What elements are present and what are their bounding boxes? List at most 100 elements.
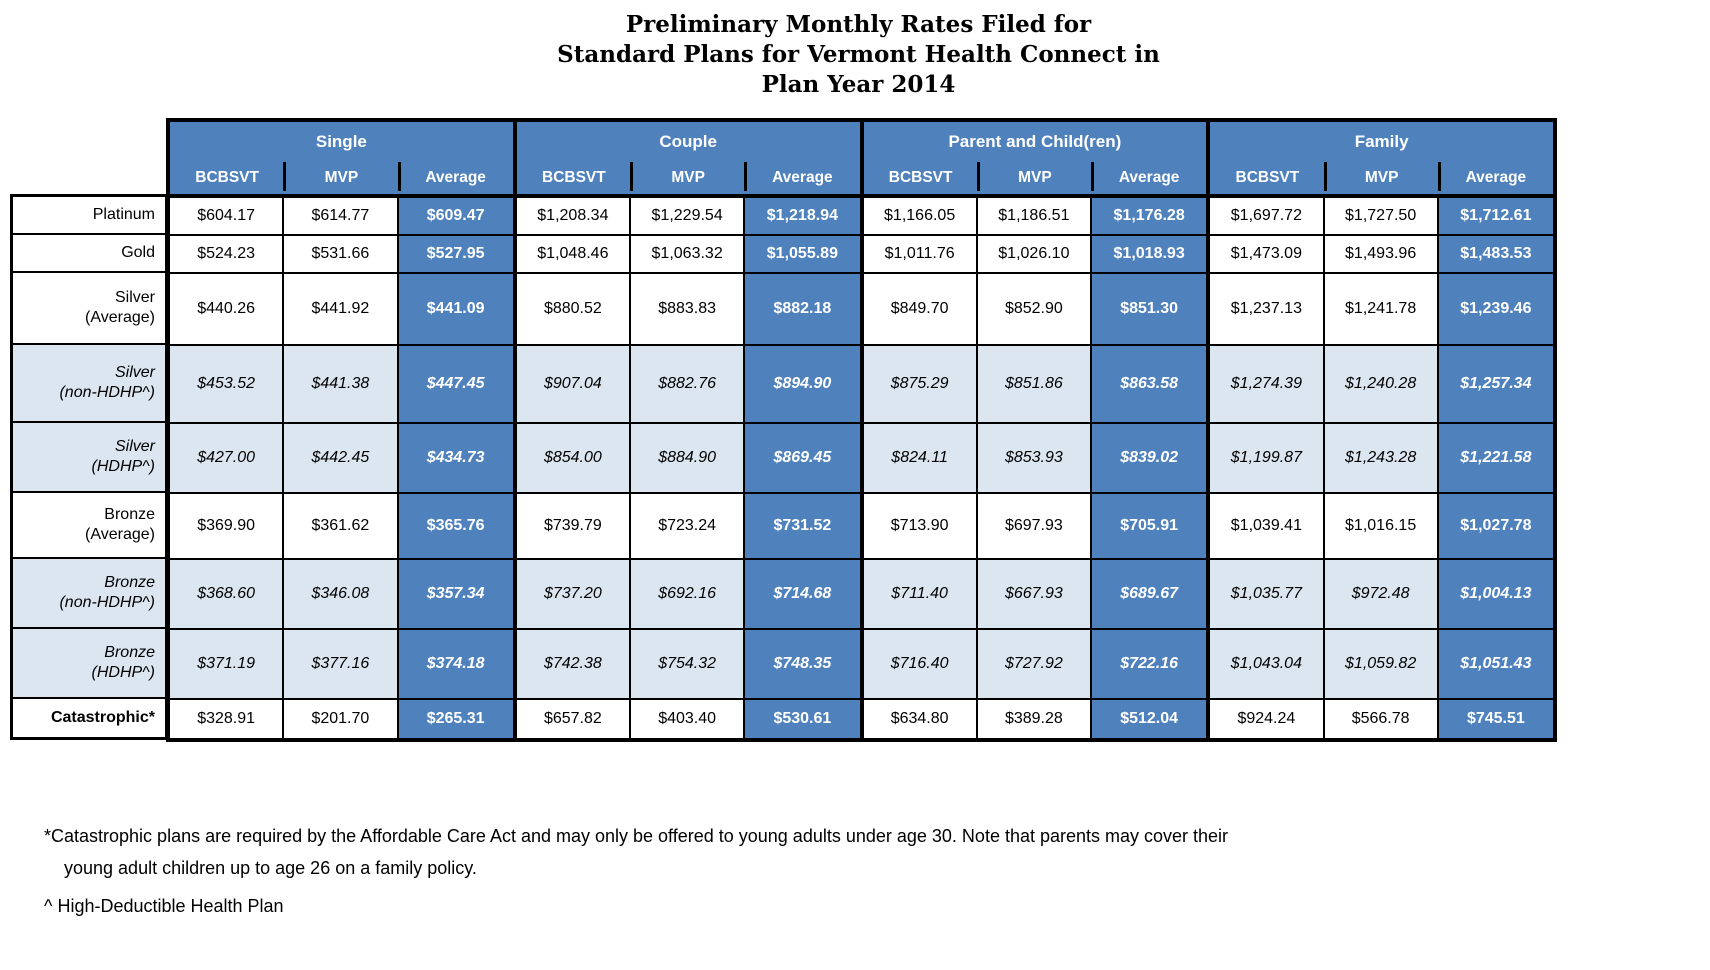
subheader-mvp: MVP xyxy=(976,162,1092,198)
rate-cell: $851.86 xyxy=(977,346,1092,424)
rate-cell: $716.40 xyxy=(863,630,978,700)
subheader-average: Average xyxy=(1437,162,1553,198)
rate-cell: $389.28 xyxy=(977,700,1092,738)
subheader-bcbsvt: BCBSVT xyxy=(170,162,285,198)
rate-cell: $368.60 xyxy=(170,560,285,630)
rate-cell: $1,727.50 xyxy=(1324,198,1439,236)
rate-cell: $854.00 xyxy=(516,424,631,494)
rate-cell: $1,240.28 xyxy=(1324,346,1439,424)
rate-cell: $754.32 xyxy=(631,630,746,700)
rate-cell: $924.24 xyxy=(1210,700,1325,738)
average-cell: $731.52 xyxy=(745,494,860,560)
average-cell: $689.67 xyxy=(1092,560,1207,630)
rate-cell: $1,011.76 xyxy=(863,236,978,274)
rate-cell: $1,243.28 xyxy=(1324,424,1439,494)
rate-cell: $604.17 xyxy=(170,198,285,236)
rate-cell: $427.00 xyxy=(170,424,285,494)
row-label-platinum: Platinum xyxy=(13,197,165,235)
rate-cell: $1,016.15 xyxy=(1324,494,1439,560)
row-label-bronze-hdhp: Bronze (HDHP^) xyxy=(13,629,165,699)
rate-cell: $1,241.78 xyxy=(1324,274,1439,346)
average-cell: $527.95 xyxy=(398,236,513,274)
average-cell: $882.18 xyxy=(745,274,860,346)
rate-cell: $1,166.05 xyxy=(863,198,978,236)
group-header-family: Family xyxy=(1210,122,1553,162)
average-cell: $839.02 xyxy=(1092,424,1207,494)
average-cell: $1,027.78 xyxy=(1438,494,1553,560)
average-cell: $1,239.46 xyxy=(1438,274,1553,346)
average-cell: $530.61 xyxy=(745,700,860,738)
title-line-1: Preliminary Monthly Rates Filed for xyxy=(625,11,1092,38)
row-label-bronze-non-hdhp: Bronze (non-HDHP^) xyxy=(13,559,165,629)
rate-cell: $1,229.54 xyxy=(631,198,746,236)
subheader-average: Average xyxy=(1090,162,1207,198)
rate-cell: $692.16 xyxy=(631,560,746,630)
average-cell: $1,051.43 xyxy=(1438,630,1553,700)
rate-cell: $737.20 xyxy=(516,560,631,630)
rate-cell: $713.90 xyxy=(863,494,978,560)
rate-cell: $1,186.51 xyxy=(977,198,1092,236)
average-cell: $1,176.28 xyxy=(1092,198,1207,236)
rate-cell: $441.92 xyxy=(284,274,399,346)
rate-cell: $742.38 xyxy=(516,630,631,700)
rate-cell: $1,199.87 xyxy=(1210,424,1325,494)
average-cell: $609.47 xyxy=(398,198,513,236)
subheader-bcbsvt: BCBSVT xyxy=(1210,162,1325,198)
group-header-parent-child: Parent and Child(ren) xyxy=(863,122,1207,162)
subheader-mvp: MVP xyxy=(629,162,746,198)
subheader-average: Average xyxy=(397,162,513,198)
average-cell: $512.04 xyxy=(1092,700,1207,738)
rate-cell: $377.16 xyxy=(284,630,399,700)
average-cell: $705.91 xyxy=(1092,494,1207,560)
rate-cell: $657.82 xyxy=(516,700,631,738)
rate-cell: $328.91 xyxy=(170,700,285,738)
row-label-gold: Gold xyxy=(13,235,165,273)
average-cell: $374.18 xyxy=(398,630,513,700)
footnote-hdhp: ^ High-Deductible Health Plan xyxy=(44,896,284,916)
average-cell: $1,221.58 xyxy=(1438,424,1553,494)
rate-cell: $634.80 xyxy=(863,700,978,738)
row-label-column: Platinum Gold Silver (Average) Silver (n… xyxy=(10,194,168,740)
average-cell: $863.58 xyxy=(1092,346,1207,424)
average-cell: $365.76 xyxy=(398,494,513,560)
rate-cell: $361.62 xyxy=(284,494,399,560)
rate-cell: $369.90 xyxy=(170,494,285,560)
row-label-catastrophic: Catastrophic* xyxy=(13,699,165,737)
average-cell: $851.30 xyxy=(1092,274,1207,346)
footnote-catastrophic-line1: *Catastrophic plans are required by the … xyxy=(44,826,1229,846)
rate-cell: $201.70 xyxy=(284,700,399,738)
title-line-3: Plan Year 2014 xyxy=(761,71,956,98)
average-cell: $1,018.93 xyxy=(1092,236,1207,274)
rate-cell: $441.38 xyxy=(284,346,399,424)
average-cell: $745.51 xyxy=(1438,700,1553,738)
group-header-couple: Couple xyxy=(516,122,860,162)
page-title: Preliminary Monthly Rates Filed for Stan… xyxy=(160,10,1557,100)
rate-cell: $1,697.72 xyxy=(1210,198,1325,236)
rate-cell: $531.66 xyxy=(284,236,399,274)
rate-cell: $1,208.34 xyxy=(516,198,631,236)
rate-cell: $371.19 xyxy=(170,630,285,700)
average-cell: $265.31 xyxy=(398,700,513,738)
title-line-2: Standard Plans for Vermont Health Connec… xyxy=(557,41,1160,68)
average-cell: $894.90 xyxy=(745,346,860,424)
rate-cell: $1,026.10 xyxy=(977,236,1092,274)
rate-cell: $1,237.13 xyxy=(1210,274,1325,346)
group-single: Single BCBSVT MVP Average $604.17 $614.7… xyxy=(170,122,517,738)
average-cell: $1,004.13 xyxy=(1438,560,1553,630)
rate-cell: $566.78 xyxy=(1324,700,1439,738)
group-family: Family BCBSVT MVP Average $1,697.72 $1,7… xyxy=(1210,122,1553,738)
rate-cell: $403.40 xyxy=(631,700,746,738)
average-cell: $447.45 xyxy=(398,346,513,424)
rate-cell: $880.52 xyxy=(516,274,631,346)
rate-cell: $853.93 xyxy=(977,424,1092,494)
average-cell: $869.45 xyxy=(745,424,860,494)
average-cell: $1,483.53 xyxy=(1438,236,1553,274)
rate-cell: $1,039.41 xyxy=(1210,494,1325,560)
average-cell: $434.73 xyxy=(398,424,513,494)
rate-cell: $1,059.82 xyxy=(1324,630,1439,700)
rate-cell: $1,048.46 xyxy=(516,236,631,274)
rate-cell: $453.52 xyxy=(170,346,285,424)
rate-cell: $1,274.39 xyxy=(1210,346,1325,424)
rate-cell: $907.04 xyxy=(516,346,631,424)
